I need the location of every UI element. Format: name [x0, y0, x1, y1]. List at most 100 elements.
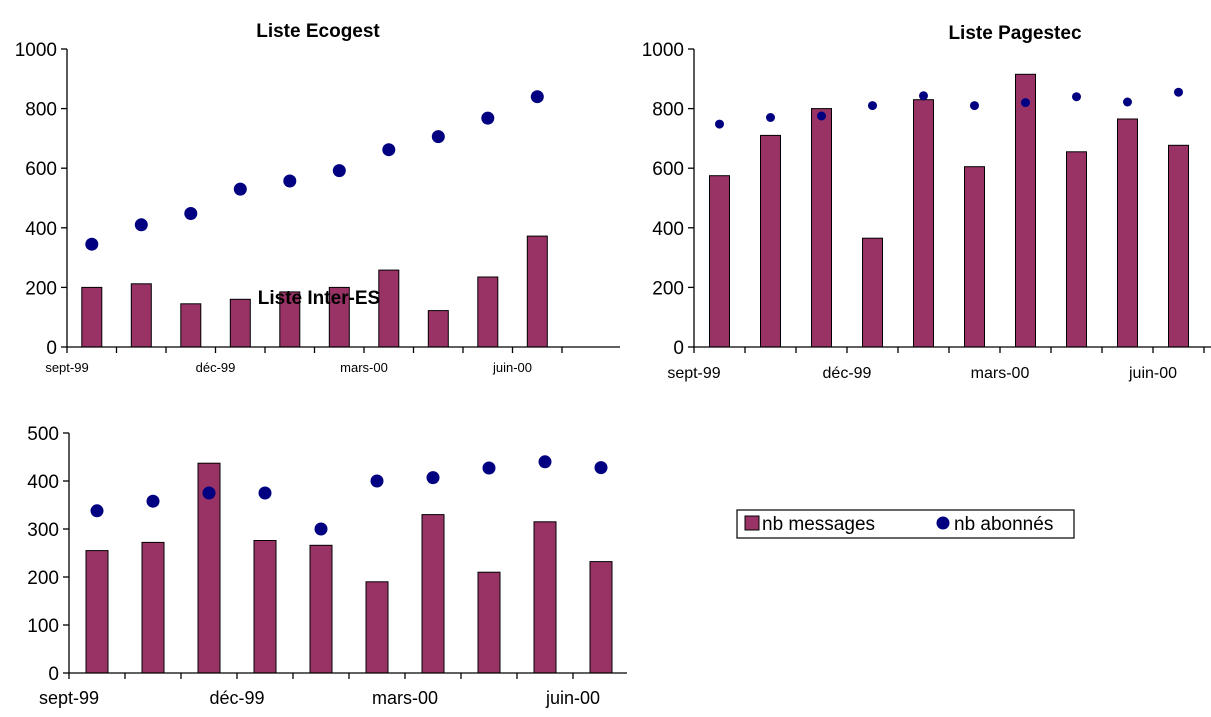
- y-tick-label: 600: [25, 159, 57, 180]
- legend-label-abonnes: nb abonnés: [954, 514, 1053, 535]
- point-abonnes-mars-00: [426, 471, 440, 485]
- bar-messages-oct-99: [141, 541, 165, 674]
- bar-messages-mai-00: [533, 521, 557, 674]
- y-tick-label: 300: [27, 520, 59, 541]
- x-tick-label-déc-99: déc-99: [196, 360, 236, 375]
- x-tick-labels-pagestec: sept-99 déc-99 mars-00 juin-00: [667, 365, 1177, 382]
- point-abonnes-févr-00: [332, 164, 346, 178]
- bar-messages-déc-99: [862, 237, 883, 348]
- point-abonnes-févr-00: [970, 101, 979, 111]
- y-tick-label: 200: [25, 278, 57, 299]
- axes-inter-es: [63, 432, 627, 679]
- point-abonnes-juin-00: [1174, 87, 1183, 97]
- bar-messages-sept-99: [709, 175, 730, 348]
- bar-messages-oct-99: [130, 283, 152, 348]
- x-tick-label-déc-99: déc-99: [823, 365, 872, 382]
- x-tick-label-juin-00: juin-00: [492, 360, 532, 375]
- point-abonnes-mai-00: [538, 455, 552, 469]
- y-tick-label: 0: [48, 664, 59, 685]
- point-abonnes-mars-00: [382, 143, 396, 157]
- y-tick-labels-ecogest: 0 200 400 600 800 1000: [15, 40, 57, 359]
- y-tick-label: 500: [27, 424, 59, 445]
- bar-messages-nov-99: [180, 303, 202, 348]
- point-abonnes-janv-00: [314, 522, 328, 536]
- y-tick-label: 800: [25, 100, 57, 121]
- point-abonnes-avr-00: [482, 461, 496, 475]
- x-tick-labels-inter-es: sept-99 déc-99 mars-00 juin-00: [39, 688, 600, 708]
- points-ecogest: [85, 90, 544, 251]
- x-tick-label-mars-00: mars-00: [372, 688, 438, 708]
- y-tick-label: 1000: [15, 40, 57, 61]
- point-abonnes-mai-00: [481, 111, 495, 125]
- axes-pagestec: [688, 48, 1211, 353]
- point-abonnes-déc-99: [258, 486, 272, 500]
- point-abonnes-sept-99: [85, 237, 99, 251]
- bar-messages-mars-00: [421, 514, 445, 674]
- bar-messages-juin-00: [1168, 144, 1189, 348]
- chart-title-pagestec: Liste Pagestec: [948, 23, 1081, 44]
- point-abonnes-nov-99: [817, 111, 826, 121]
- bar-messages-juin-00: [526, 235, 548, 348]
- point-abonnes-oct-99: [766, 113, 775, 122]
- chart-title-ecogest: Liste Ecogest: [256, 21, 380, 42]
- point-abonnes-oct-99: [146, 494, 160, 508]
- bar-messages-avr-00: [477, 571, 501, 674]
- point-abonnes-févr-00: [370, 474, 384, 488]
- bar-messages-mars-00: [378, 269, 400, 348]
- bar-messages-janv-00: [913, 99, 934, 348]
- x-tick-label-mars-00: mars-00: [340, 360, 388, 375]
- y-tick-label: 600: [652, 159, 684, 180]
- chart-title-inter-es: Liste Inter-ES: [258, 288, 380, 309]
- point-abonnes-mai-00: [1123, 97, 1132, 107]
- x-tick-label-déc-99: déc-99: [209, 688, 264, 708]
- legend: nb messages nb abonnés: [736, 509, 1075, 539]
- point-abonnes-oct-99: [134, 218, 148, 232]
- bar-messages-sept-99: [85, 550, 109, 674]
- point-abonnes-avr-00: [1072, 92, 1081, 102]
- chart-pagestec: Liste Pagestec 0 200 400 600 800 1000 sept-99…: [642, 23, 1211, 382]
- point-abonnes-nov-99: [184, 207, 198, 220]
- bar-messages-févr-00: [964, 166, 985, 348]
- legend-swatch-abonnes: [936, 516, 950, 530]
- bar-messages-sept-99: [81, 286, 103, 348]
- axes-ecogest: [61, 48, 620, 353]
- x-tick-label-juin-00: juin-00: [545, 688, 600, 708]
- bar-messages-avr-00: [1066, 151, 1087, 348]
- chart-inter-es: Liste Inter-ES 0 100 200 300 400 500 sept-99 d…: [27, 288, 627, 708]
- chart-ecogest: Liste Ecogest 0 200 400 600 800 1000 sept-99 d…: [15, 21, 620, 375]
- bar-messages-janv-00: [309, 544, 333, 674]
- point-abonnes-avr-00: [431, 130, 445, 144]
- point-abonnes-sept-99: [715, 119, 724, 129]
- x-tick-label-juin-00: juin-00: [1128, 365, 1177, 382]
- points-inter-es: [90, 455, 608, 536]
- point-abonnes-nov-99: [202, 486, 216, 500]
- bar-messages-mai-00: [1117, 118, 1138, 348]
- point-abonnes-juin-00: [530, 90, 544, 104]
- x-tick-labels-ecogest: sept-99 déc-99 mars-00 juin-00: [45, 360, 532, 375]
- y-tick-label: 400: [652, 219, 684, 240]
- y-tick-label: 800: [652, 100, 684, 121]
- point-abonnes-sept-99: [90, 504, 104, 518]
- legend-label-messages: nb messages: [762, 514, 875, 535]
- point-abonnes-déc-99: [868, 101, 877, 111]
- y-tick-label: 0: [46, 338, 57, 359]
- y-tick-label: 400: [25, 219, 57, 240]
- bar-messages-mars-00: [1015, 73, 1036, 348]
- y-tick-labels-pagestec: 0 200 400 600 800 1000: [642, 40, 684, 359]
- bars-ecogest: [81, 235, 548, 348]
- x-tick-label-mars-00: mars-00: [971, 365, 1030, 382]
- bars-inter-es: [85, 462, 613, 674]
- bar-messages-oct-99: [760, 134, 781, 348]
- y-tick-label: 0: [673, 338, 684, 359]
- bar-messages-juin-00: [589, 561, 613, 674]
- point-abonnes-janv-00: [283, 174, 297, 188]
- y-tick-label: 200: [652, 278, 684, 299]
- y-tick-label: 400: [27, 472, 59, 493]
- bar-messages-févr-00: [365, 581, 389, 674]
- bars-pagestec: [709, 73, 1189, 348]
- bar-messages-déc-99: [253, 540, 277, 674]
- bar-messages-mai-00: [477, 276, 499, 348]
- bar-messages-déc-99: [229, 298, 251, 348]
- bar-messages-nov-99: [811, 108, 832, 348]
